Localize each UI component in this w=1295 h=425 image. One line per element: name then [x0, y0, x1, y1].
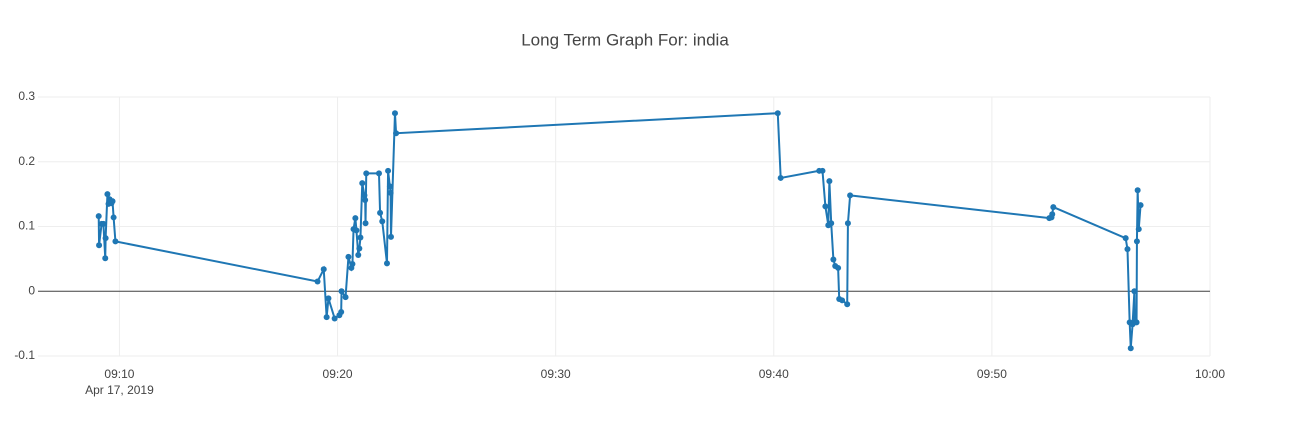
point — [830, 256, 837, 263]
point — [342, 294, 349, 301]
point — [819, 167, 826, 174]
point — [331, 315, 338, 322]
point — [826, 178, 833, 185]
line — [97, 112, 1142, 349]
point — [387, 189, 394, 196]
point — [835, 264, 842, 271]
point — [1122, 235, 1129, 242]
x-tick-label: 09:30 — [541, 367, 571, 381]
point — [363, 170, 370, 177]
point — [844, 301, 851, 308]
point — [325, 295, 332, 302]
point — [359, 180, 366, 187]
grid: -0.1 0 0.1 0.2 0.3 09:10 Apr 17, 2019 09:20 09:3… — [14, 89, 1225, 397]
point — [345, 253, 352, 260]
point — [383, 260, 390, 267]
point — [774, 110, 781, 117]
point — [839, 297, 846, 304]
point — [314, 278, 321, 285]
point — [844, 220, 851, 227]
point — [1131, 288, 1138, 295]
point — [1127, 345, 1134, 352]
point — [352, 215, 359, 222]
y-tick-label: 0 — [28, 283, 35, 297]
point — [828, 220, 835, 227]
point — [375, 170, 382, 177]
point — [847, 192, 854, 199]
point — [391, 110, 398, 117]
point — [386, 183, 393, 190]
point — [110, 214, 117, 221]
point — [1124, 246, 1131, 253]
point — [109, 198, 116, 205]
point — [95, 213, 102, 220]
point — [361, 192, 368, 199]
point — [100, 220, 107, 227]
point — [320, 266, 327, 273]
point — [1137, 202, 1144, 209]
point — [96, 242, 103, 249]
point — [102, 255, 109, 262]
plot — [95, 110, 1144, 352]
point — [1134, 187, 1141, 194]
chart-title: Long Term Graph For: india — [521, 30, 729, 49]
point — [1049, 211, 1056, 218]
point — [104, 191, 111, 198]
y-tick-label: -0.1 — [14, 348, 35, 362]
point — [1133, 238, 1140, 245]
x-tick-label: 09:50 — [977, 367, 1007, 381]
y-tick-label: 0.1 — [18, 219, 35, 233]
point — [1133, 319, 1140, 326]
point — [112, 238, 119, 245]
x-tick-label: 09:10 — [104, 367, 134, 381]
point — [323, 314, 330, 321]
point — [777, 174, 784, 181]
point — [356, 245, 363, 252]
y-tick-label: 0.2 — [18, 154, 35, 168]
point — [349, 261, 356, 268]
x-tick-label: 10:00 — [1195, 367, 1225, 381]
point — [353, 227, 360, 234]
point — [385, 167, 392, 174]
point — [393, 130, 400, 137]
point — [338, 308, 345, 315]
point — [1050, 204, 1057, 211]
point — [355, 251, 362, 258]
point — [362, 196, 369, 203]
x-tick-label: 09:20 — [323, 367, 353, 381]
point — [822, 203, 829, 210]
x-date-label: Apr 17, 2019 — [85, 383, 154, 397]
point — [1135, 226, 1142, 233]
point — [338, 288, 345, 295]
x-tick-label: 09:40 — [759, 367, 789, 381]
point — [357, 234, 364, 241]
point — [362, 220, 369, 227]
point — [379, 218, 386, 225]
point — [102, 235, 109, 242]
point — [377, 209, 384, 216]
y-tick-label: 0.3 — [18, 89, 35, 103]
point — [387, 233, 394, 240]
